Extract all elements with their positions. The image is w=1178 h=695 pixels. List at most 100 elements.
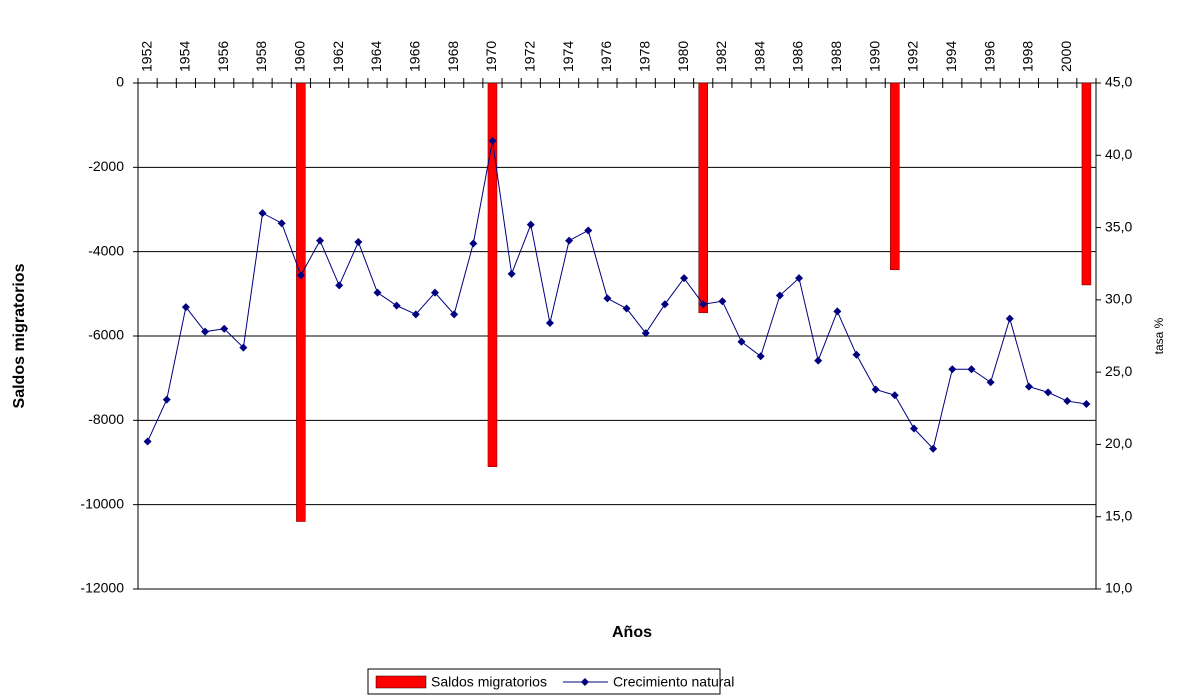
- marker: [584, 226, 593, 235]
- x-axis-title: Años: [612, 624, 652, 641]
- x-tick-label: 1976: [598, 41, 614, 72]
- marker: [1082, 399, 1091, 408]
- marker: [565, 236, 574, 245]
- marker: [392, 301, 401, 310]
- y2-tick-label: 10,0: [1105, 580, 1132, 596]
- y2-tick-label: 15,0: [1105, 507, 1132, 523]
- marker: [680, 274, 689, 283]
- y-tick-label: 0: [116, 74, 124, 90]
- y2-tick-label: 45,0: [1105, 74, 1132, 90]
- y-tick-label: -4000: [88, 242, 124, 258]
- x-tick-label: 1994: [943, 41, 959, 72]
- x-tick-label: 1968: [445, 41, 461, 72]
- marker: [181, 303, 190, 312]
- marker: [201, 327, 210, 336]
- marker: [909, 424, 918, 433]
- x-tick-label: 1958: [253, 41, 269, 72]
- legend-swatch: [375, 675, 427, 689]
- x-tick-label: 1980: [675, 41, 691, 72]
- x-tick-label: 1986: [790, 41, 806, 72]
- x-tick-label: 1964: [368, 41, 384, 72]
- marker: [488, 136, 497, 145]
- x-tick-label: 1970: [483, 41, 499, 72]
- marker: [890, 391, 899, 400]
- marker: [986, 378, 995, 387]
- y2-tick-label: 20,0: [1105, 435, 1132, 451]
- y2-axis-title: tasa %: [1152, 317, 1166, 354]
- marker: [143, 437, 152, 446]
- x-tick-label: 1992: [905, 41, 921, 72]
- y2-tick-label: 30,0: [1105, 291, 1132, 307]
- marker: [545, 318, 554, 327]
- marker: [641, 329, 650, 338]
- marker: [622, 304, 631, 313]
- legend-label: Saldos migratorios: [431, 674, 547, 690]
- marker: [775, 291, 784, 300]
- bar: [487, 82, 498, 467]
- marker: [411, 310, 420, 319]
- x-tick-label: 1956: [215, 41, 231, 72]
- x-tick-label: 1954: [177, 41, 193, 72]
- x-tick-label: 1998: [1020, 41, 1036, 72]
- y-tick-label: -8000: [88, 411, 124, 427]
- marker: [833, 307, 842, 316]
- bar: [890, 82, 900, 271]
- marker: [450, 310, 459, 319]
- marker: [1063, 397, 1072, 406]
- x-tick-label: 1972: [521, 41, 537, 72]
- marker: [469, 239, 478, 248]
- marker: [660, 300, 669, 309]
- x-tick-label: 1978: [636, 41, 652, 72]
- y-axis-title: Saldos migratorios: [11, 263, 28, 408]
- marker: [507, 269, 516, 278]
- y-tick-label: -10000: [80, 495, 124, 511]
- marker: [258, 209, 267, 218]
- marker: [335, 281, 344, 290]
- marker: [756, 352, 765, 361]
- marker: [239, 343, 248, 352]
- x-tick-label: 1966: [407, 41, 423, 72]
- marker: [929, 444, 938, 453]
- bar: [296, 82, 306, 522]
- marker: [1044, 388, 1053, 397]
- marker: [718, 297, 727, 306]
- marker: [373, 288, 382, 297]
- y2-tick-label: 25,0: [1105, 363, 1132, 379]
- y-tick-label: -6000: [88, 327, 124, 343]
- legend-marker: [580, 678, 589, 686]
- marker: [220, 324, 229, 333]
- x-tick-label: 1988: [828, 41, 844, 72]
- legend-box: [367, 668, 721, 695]
- marker: [1005, 314, 1014, 323]
- marker: [1024, 382, 1033, 391]
- x-tick-label: 1952: [138, 41, 154, 72]
- x-tick-label: 1984: [751, 41, 767, 72]
- marker: [603, 294, 612, 303]
- x-tick-label: 1982: [713, 41, 729, 72]
- marker: [526, 220, 535, 229]
- x-tick-label: 1974: [560, 41, 576, 72]
- x-tick-label: 1996: [981, 41, 997, 72]
- marker: [430, 288, 439, 297]
- x-tick-label: 1962: [330, 41, 346, 72]
- marker: [737, 337, 746, 346]
- x-tick-label: 1960: [292, 41, 308, 72]
- marker: [948, 365, 957, 374]
- y2-tick-label: 40,0: [1105, 146, 1132, 162]
- marker: [162, 395, 171, 404]
- bar: [1081, 82, 1092, 286]
- marker: [967, 365, 976, 374]
- y-tick-label: -2000: [88, 158, 124, 174]
- marker: [699, 300, 708, 309]
- marker: [296, 271, 305, 280]
- marker: [852, 350, 861, 359]
- marker: [871, 385, 880, 394]
- y2-tick-label: 35,0: [1105, 218, 1132, 234]
- y-tick-label: -12000: [80, 580, 124, 596]
- marker: [795, 274, 804, 283]
- marker: [316, 236, 325, 245]
- marker: [277, 219, 286, 228]
- legend-label: Crecimiento natural: [613, 674, 734, 690]
- x-tick-label: 1990: [866, 41, 882, 72]
